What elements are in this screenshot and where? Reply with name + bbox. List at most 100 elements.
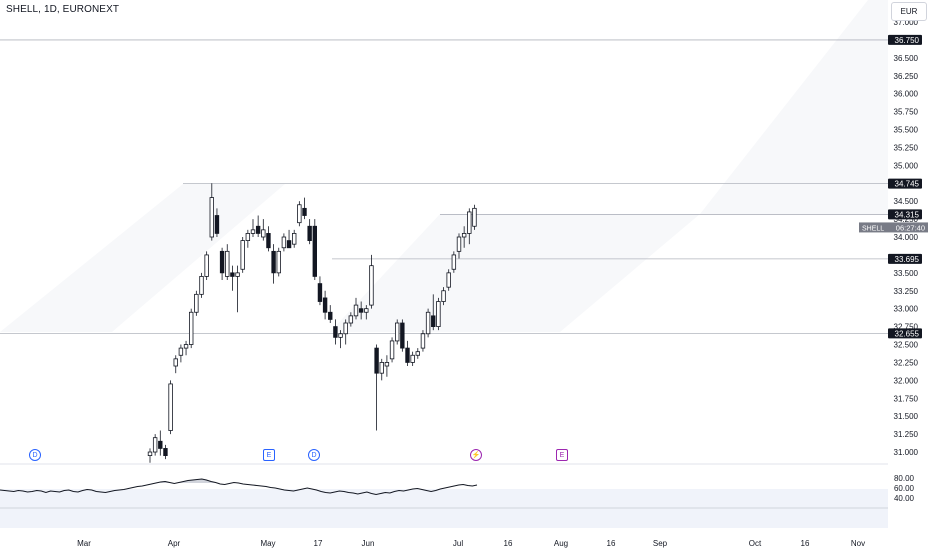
candle — [364, 305, 369, 320]
price-axis[interactable]: 37.000 36.500 36.250 36.000 35.750 35.500 35.2… — [894, 18, 919, 457]
price-tick-label: 32.500 — [894, 341, 919, 350]
candle — [374, 344, 379, 431]
candle-body-down — [431, 315, 436, 327]
candle — [219, 247, 225, 281]
symbol-title[interactable]: SHELL, 1D, EURONEXT — [6, 4, 120, 15]
candle-body-up — [338, 333, 343, 338]
candle — [431, 294, 436, 331]
horizontal-levels[interactable] — [0, 39, 888, 334]
candle — [261, 219, 266, 241]
candle-body-up — [420, 333, 426, 349]
candle-body-up — [245, 233, 251, 241]
candle — [353, 297, 359, 320]
candle-body-down — [266, 233, 271, 249]
candle — [451, 251, 457, 273]
candle — [446, 269, 451, 291]
candle — [384, 355, 390, 377]
candle-body-down — [328, 311, 333, 320]
candle — [147, 448, 153, 463]
candle-body-down — [405, 347, 410, 363]
candle — [307, 219, 312, 245]
earnings-event-icon-2[interactable]: E — [556, 449, 568, 461]
candle — [472, 204, 477, 230]
candle-body-up — [436, 301, 441, 327]
candle — [245, 229, 251, 248]
candle-body-up — [456, 236, 462, 252]
time-axis[interactable]: Mar Apr May 17 Jun Jul 16 Aug 16 Sep Oct 16 Nov — [77, 539, 865, 548]
dividend-event-icon-1[interactable]: D — [29, 449, 41, 461]
candle-body-up — [204, 254, 209, 277]
candle — [317, 276, 323, 306]
rsi-overbought-fill — [160, 479, 239, 483]
price-tick-label: 32.750 — [894, 323, 919, 332]
candle — [173, 355, 178, 374]
rsi-tick-label: 80.00 — [894, 474, 915, 483]
candle — [358, 301, 364, 320]
candle — [250, 219, 256, 238]
candle-body-up — [415, 351, 420, 356]
candle-body-up — [451, 254, 457, 270]
candle-body-up — [194, 293, 199, 313]
symbol-tag-background — [859, 222, 888, 233]
candle-body-up — [147, 451, 153, 457]
price-tick-label: 33.000 — [894, 305, 919, 314]
candle-body-up — [394, 322, 400, 342]
earnings-event-icon-1[interactable]: E — [263, 449, 275, 461]
price-tick-label: 32.000 — [894, 376, 919, 385]
candle-body-down — [358, 308, 364, 313]
candle — [338, 330, 343, 349]
candle — [230, 265, 235, 291]
time-axis-label: 16 — [801, 539, 810, 548]
candle — [343, 319, 348, 345]
candle — [369, 254, 374, 309]
candle-body-up — [261, 229, 266, 238]
candle-body-down — [322, 297, 328, 313]
candle-body-down — [312, 225, 317, 277]
time-axis-label: Oct — [749, 539, 762, 548]
time-axis-label: Jun — [362, 539, 375, 548]
candle-body-up — [384, 362, 390, 367]
symbol-countdown-tag: SHELL 06:27:40 — [859, 222, 928, 233]
candle — [420, 330, 426, 352]
candle-body-down — [219, 250, 225, 274]
candle-body-up — [348, 315, 354, 324]
candle — [302, 197, 307, 220]
time-axis-label: Nov — [851, 539, 865, 548]
currency-button[interactable]: EUR — [891, 2, 927, 21]
price-tick-label: 36.000 — [894, 90, 919, 99]
candle — [297, 201, 302, 227]
flash-event-icon[interactable]: ⚡ — [470, 449, 482, 461]
candle-body-up — [364, 308, 369, 313]
level-tag-33695: 33.695 — [888, 253, 922, 264]
time-axis-label: Sep — [653, 539, 668, 548]
candle — [441, 287, 446, 306]
candle-body-down — [158, 440, 163, 449]
candle — [389, 337, 395, 363]
time-axis-label: Jul — [453, 539, 463, 548]
price-tick-label: 34.500 — [894, 197, 919, 206]
dividend-event-icon-2[interactable]: D — [308, 449, 320, 461]
candle-body-up — [343, 322, 348, 335]
price-tag-background — [888, 209, 922, 220]
candle-body-up — [446, 272, 451, 288]
candle-body-up — [425, 311, 431, 335]
price-tag-text: 34.745 — [895, 180, 920, 189]
time-axis-label: 16 — [504, 539, 513, 548]
price-tick-label: 31.750 — [894, 394, 919, 403]
candle — [271, 244, 276, 284]
candle-body-up — [168, 383, 173, 431]
price-tick-label: 36.250 — [894, 72, 919, 81]
candle — [152, 434, 158, 456]
price-tick-label: 33.250 — [894, 287, 919, 296]
level-tag-34745: 34.745 — [888, 178, 922, 189]
price-tick-label: 37.000 — [894, 18, 919, 27]
candle-body-up — [178, 347, 184, 356]
price-tick-label: 35.000 — [894, 161, 919, 170]
candle — [235, 265, 240, 313]
candle-body-up — [472, 207, 477, 227]
candle — [405, 340, 410, 367]
price-tag-background — [888, 253, 922, 264]
price-tag-text: 36.750 — [895, 36, 920, 45]
